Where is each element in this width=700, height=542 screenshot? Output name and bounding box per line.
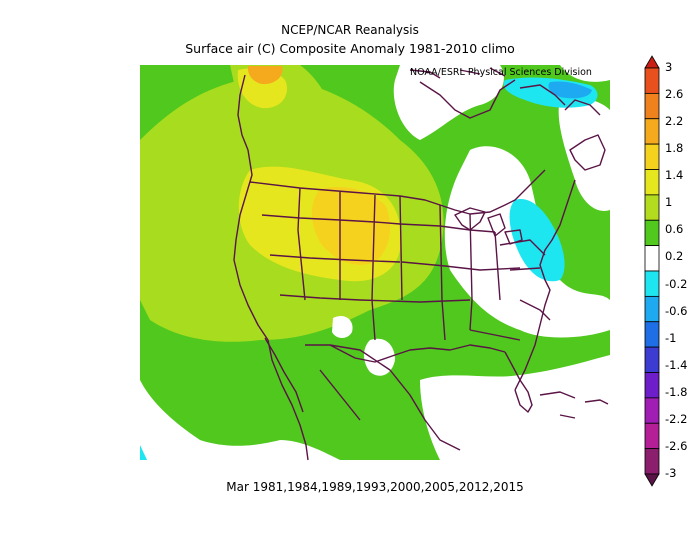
anomaly-field-white-ne-corner [558,98,610,211]
colorbar-swatch [644,219,660,247]
colorbar-swatch [644,67,660,94]
colorbar-tick-label: 2.2 [665,114,684,129]
colorbar-swatch [644,194,660,221]
map-title: NCEP/NCAR Reanalysis [281,23,419,37]
pacific-coastline [233,149,309,461]
anomaly-field-white-ne-top [560,65,610,82]
colorbar-swatch [644,321,660,348]
colorbar-tick-label: -0.2 [665,276,688,291]
state-lines-east [469,239,551,341]
anomaly-field-white-sw [140,380,340,460]
period-caption: Mar 1981,1984,1989,1993,2000,2005,2012,2… [226,480,524,494]
anomaly-field-core [311,186,391,265]
colorbar-tick-label: 1 [665,195,673,210]
northern-canada-coast [419,79,566,119]
colorbar-tick-label: -1.8 [665,384,688,399]
colorbar-swatch [644,397,660,424]
colorbar-tick-label: -0.6 [665,303,688,318]
gulf-coastline [329,344,506,363]
anomaly-field-white-south [420,355,610,460]
anomaly-field-white-northeast [393,65,504,140]
credit-label: NOAA/ESRL Physical Sciences Division [410,67,592,78]
arctic-islands [409,67,506,79]
state-lines-west [261,187,471,341]
great-lakes [454,207,523,245]
colorbar-tick-label: 3 [665,60,673,74]
colorbar-swatch [644,143,660,170]
colorbar-swatch [644,295,660,323]
colorbar-swatch [644,169,660,196]
anomaly-field-blue-north [548,81,592,99]
atlantic-coastline [514,179,576,391]
colorbar-swatch [644,245,660,272]
state-lines-central [399,204,521,341]
colorbar-top-arrow [644,55,660,69]
colorbar-tick-label: 1.4 [665,168,684,183]
colorbar-tick-label: -1 [665,330,677,345]
colorbar-tick-label: -1.4 [665,357,688,372]
colorbar-tick-label: -2.2 [665,411,688,426]
colorbar-bottom-arrow [644,473,660,487]
boundaries [233,67,609,461]
colorbar-swatch [644,92,660,120]
map-subtitle: Surface air (C) Composite Anomaly 1981-2… [185,41,515,56]
mexico-lines [305,344,461,451]
colorbar-swatch [644,118,660,145]
colorbar-swatch [644,270,660,297]
florida-coast [504,351,533,413]
colorbar-tick-label: -2.6 [665,438,688,453]
anomaly-field-cyan-sw [140,445,148,460]
colorbar-swatch [644,448,660,475]
anomaly-field-orange-north [247,66,283,85]
colorbar-tick-label: 2.6 [665,87,684,102]
colorbar-swatch [644,372,660,399]
baja-coast [264,337,304,413]
maritimes-coast [564,99,606,171]
anomaly-field-white-gulf [364,338,395,376]
colorbar-tick-label: 0.2 [665,249,684,264]
anomaly-field-cyan-east [509,199,565,282]
colorbar-tick-label: 0.6 [665,222,684,237]
northwest-coastline [237,74,249,151]
caribbean-islands [539,391,609,419]
colorbar-tick-label: -3 [665,466,677,480]
colorbar-swatch [644,422,660,450]
anomaly-field-white-texas [332,315,353,338]
colorbar-swatch [644,346,660,373]
colorbar-tick-label: 1.8 [665,141,684,156]
